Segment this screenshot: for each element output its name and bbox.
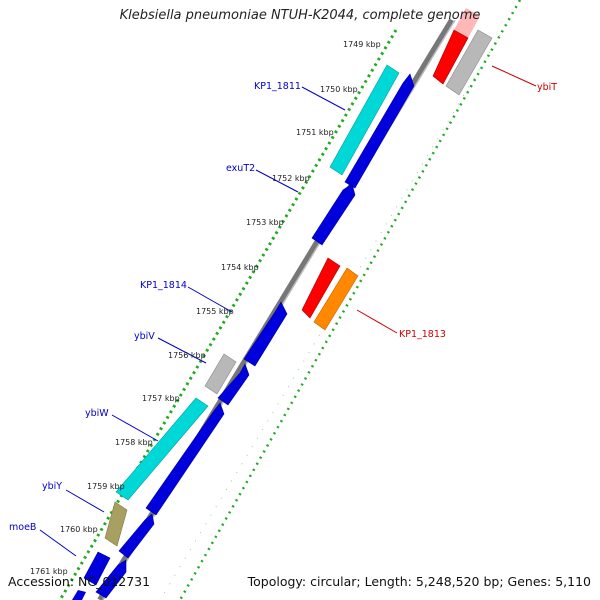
forward-strand-genes xyxy=(72,64,415,600)
tick-label: 1755 kbp xyxy=(196,307,234,316)
gene-label-KP1-1811[interactable]: KP1_1811 xyxy=(254,81,301,92)
gene-moeB-2[interactable] xyxy=(95,559,127,599)
leader-lines xyxy=(39,65,537,557)
tick-label: 1749 kbp xyxy=(343,40,381,49)
gene-ybiT-red[interactable] xyxy=(432,29,469,85)
tick-label: 1760 kbp xyxy=(60,525,98,534)
tick-labels: 1749 kbp 1750 kbp 1751 kbp 1752 kbp 1753… xyxy=(30,40,381,576)
tick-label: 1750 kbp xyxy=(320,85,358,94)
accession-text: Accession: NC_012731 xyxy=(8,574,151,589)
tick-label: 1756 kbp xyxy=(168,351,206,360)
gene-moeB-3[interactable] xyxy=(72,590,86,600)
gene-KP1-1814[interactable] xyxy=(243,301,288,367)
map-title: Klebsiella pneumoniae NTUH-K2044, comple… xyxy=(119,8,481,23)
gene-ybiT-pink[interactable] xyxy=(454,8,480,38)
tick-label: 1761 kbp xyxy=(30,567,68,576)
tick-label: 1752 kbp xyxy=(272,174,310,183)
gene-moeB-1[interactable] xyxy=(83,551,111,586)
gene-label-ybiW[interactable]: ybiW xyxy=(85,408,109,419)
reverse-strand-genes xyxy=(301,8,493,331)
gene-label-moeB[interactable]: moeB xyxy=(9,522,36,533)
tick-label: 1758 kbp xyxy=(115,438,153,447)
gene-label-ybiY[interactable]: ybiY xyxy=(42,481,62,492)
gene-ybiV-gray[interactable] xyxy=(204,353,237,395)
gene-exuT2[interactable] xyxy=(311,183,356,246)
outer-dotted-ring xyxy=(178,0,522,600)
gene-ybiW-cyan[interactable] xyxy=(115,397,209,501)
tick-label: 1757 kbp xyxy=(142,394,180,403)
gene-ybiY-blue[interactable] xyxy=(118,513,155,559)
tick-label: 1753 kbp xyxy=(246,218,284,227)
gene-labels: KP1_1811 exuT2 KP1_1814 ybiV ybiW ybiY m… xyxy=(9,81,557,533)
gene-label-ybiV[interactable]: ybiV xyxy=(134,331,155,342)
tick-label: 1754 kbp xyxy=(221,263,259,272)
gene-label-ybiT[interactable]: ybiT xyxy=(537,82,557,93)
gene-ybiV-blue[interactable] xyxy=(217,363,250,406)
gene-label-exuT2[interactable]: exuT2 xyxy=(226,163,255,174)
tick-label: 1751 kbp xyxy=(296,128,334,137)
gene-ybiT-gray[interactable] xyxy=(445,29,493,96)
genome-summary: Topology: circular; Length: 5,248,520 bp… xyxy=(247,574,591,589)
gene-ybiW-blue[interactable] xyxy=(145,402,225,516)
gene-label-KP1-1813[interactable]: KP1_1813 xyxy=(399,329,446,340)
gene-KP1-1811-cyan[interactable] xyxy=(329,64,400,176)
gene-KP1-1811-blue[interactable] xyxy=(344,73,415,189)
gene-KP1-1813-orange[interactable] xyxy=(313,267,359,331)
tick-label: 1759 kbp xyxy=(87,482,125,491)
gene-KP1-1813-red[interactable] xyxy=(301,257,341,319)
gene-label-KP1-1814[interactable]: KP1_1814 xyxy=(140,280,187,291)
gene-ybiY-olive[interactable] xyxy=(104,501,128,547)
